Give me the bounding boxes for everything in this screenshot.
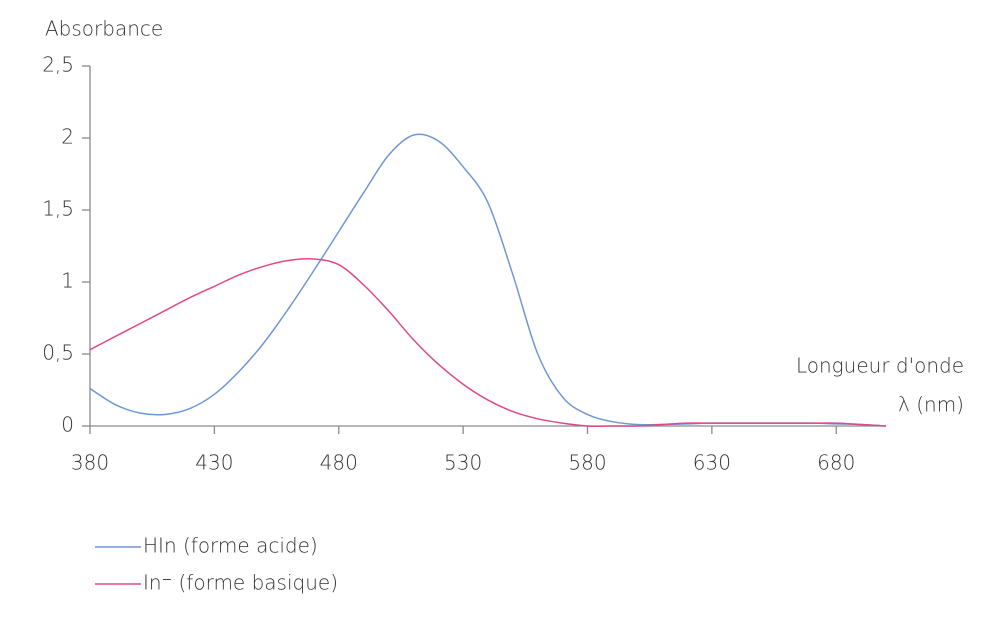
data-line [89,257,887,427]
x-tick-label: 430 [195,451,233,475]
y-tick-label: 1 [61,269,74,293]
x-tick-label: 530 [444,451,482,475]
x-axis-label: λ (nm) [898,393,964,417]
data-line [89,133,887,427]
y-tick-label: 1,5 [42,197,74,221]
legend-label: HIn (forme acide) [143,534,318,558]
y-tick-label: 2 [61,125,74,149]
x-tick-label: 630 [693,451,731,475]
y-tick-label: 0,5 [42,341,74,365]
x-tick-label: 580 [568,451,606,475]
x-tick-label: 680 [817,451,855,475]
x-axis-label: Longueur d'onde [796,354,964,378]
y-tick-label: 0 [61,413,74,437]
x-tick-label: 480 [320,451,358,475]
legend-label: In⁻ (forme basique) [143,571,338,595]
y-tick-label: 2,5 [42,53,74,77]
y-axis-label: Absorbance [45,17,163,41]
x-tick-label: 380 [71,451,109,475]
